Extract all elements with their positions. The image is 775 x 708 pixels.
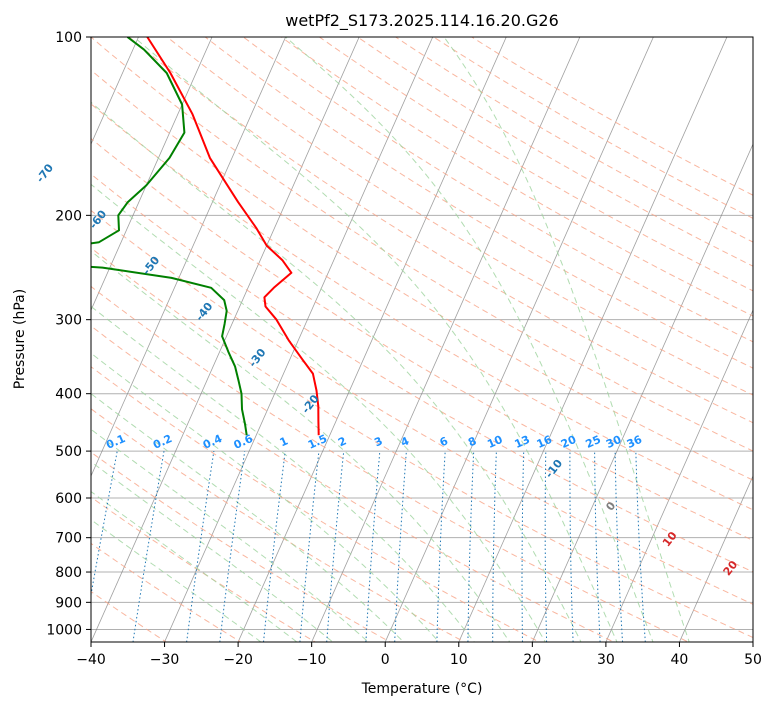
mixing-ratio-line bbox=[635, 451, 646, 642]
dry-adiabat bbox=[91, 451, 392, 642]
x-tick-label: 10 bbox=[450, 652, 468, 668]
y-tick-label: 300 bbox=[55, 313, 82, 329]
mixing-ratio-line bbox=[262, 451, 286, 642]
y-tick-label: 800 bbox=[55, 565, 82, 581]
isotherm-gridline bbox=[91, 37, 213, 312]
dry-adiabat bbox=[91, 209, 753, 605]
isotherm-gridline bbox=[237, 37, 507, 642]
isotherm-gridline bbox=[311, 37, 581, 642]
x-tick-label: 30 bbox=[597, 652, 615, 668]
moist-adiabat bbox=[91, 428, 369, 642]
mixing-ratio-label: 13 bbox=[513, 433, 532, 451]
mixing-ratio-line bbox=[132, 451, 165, 642]
mixing-ratio-line bbox=[436, 451, 446, 642]
mixing-ratio-line bbox=[186, 451, 215, 642]
mixing-ratio-label: 16 bbox=[535, 433, 555, 451]
mixing-ratio-line bbox=[394, 451, 407, 642]
moist-adiabat bbox=[91, 250, 511, 642]
y-tick-label: 200 bbox=[55, 208, 82, 224]
temperature-profile-line bbox=[146, 37, 320, 436]
x-axis-ticks: −40 −30 −20 −10 0 10 20 30 40 50 bbox=[76, 642, 762, 668]
y-tick-label: 600 bbox=[55, 491, 82, 507]
grid-layer bbox=[91, 37, 753, 642]
dry-adiabat bbox=[91, 542, 242, 642]
mixing-ratio-line bbox=[569, 451, 574, 642]
moist-adiabat bbox=[91, 101, 582, 642]
dry-adiabat bbox=[91, 37, 753, 452]
y-tick-label: 400 bbox=[55, 387, 82, 403]
dewpoint-profile-line bbox=[91, 37, 248, 436]
isotherm-gridline bbox=[384, 37, 654, 642]
isotherm-gridline bbox=[164, 37, 434, 642]
x-tick-label: −10 bbox=[297, 652, 327, 668]
moist-adiabat bbox=[91, 519, 262, 642]
mixing-ratio-line bbox=[492, 451, 497, 642]
mixing-ratio-label: 36 bbox=[625, 433, 645, 451]
y-tick-label: 700 bbox=[55, 531, 82, 547]
moist-adiabat bbox=[133, 37, 618, 642]
x-tick-label: 50 bbox=[744, 652, 762, 668]
mixing-ratio-label: 30 bbox=[604, 433, 624, 451]
x-tick-label: −40 bbox=[76, 652, 106, 668]
moist-adiabat bbox=[443, 37, 690, 642]
isotherm-gridline bbox=[91, 37, 360, 642]
dry-adiabat bbox=[91, 408, 466, 642]
mixing-ratio-line bbox=[299, 451, 320, 642]
x-tick-label: −20 bbox=[223, 652, 253, 668]
dry-adiabat bbox=[280, 37, 753, 317]
isotherm-gridline bbox=[458, 37, 728, 642]
moist-adiabat bbox=[91, 305, 475, 642]
dry-adiabat bbox=[91, 325, 615, 642]
moist-adiabat bbox=[285, 37, 654, 642]
isotherm-gridline bbox=[531, 143, 753, 642]
mixing-ratio-line bbox=[467, 451, 475, 642]
dry-adiabat bbox=[91, 285, 690, 642]
moist-adiabat bbox=[91, 490, 298, 642]
mixing-ratio-line bbox=[544, 451, 548, 642]
y-tick-label: 100 bbox=[55, 30, 82, 46]
x-tick-label: −30 bbox=[150, 652, 180, 668]
y-axis-ticks: 100 200 300 400 500 600 700 800 900 1000 bbox=[46, 30, 91, 638]
isotherm-gridline bbox=[605, 309, 753, 642]
mixing-ratio-label: 25 bbox=[584, 433, 603, 451]
dry-adiabat bbox=[204, 37, 753, 369]
x-tick-label: 0 bbox=[381, 652, 390, 668]
dry-adiabat bbox=[91, 173, 753, 573]
chart-title: wetPf2_S173.2025.114.16.20.G26 bbox=[285, 11, 559, 31]
y-tick-label: 1000 bbox=[46, 622, 82, 638]
mixing-ratio-line bbox=[326, 451, 345, 642]
isotherm-gridline bbox=[91, 37, 139, 146]
x-axis-label: Temperature (°C) bbox=[361, 681, 483, 697]
mixing-ratio-line bbox=[521, 451, 525, 642]
isotherm-gridline bbox=[679, 475, 753, 642]
dry-adiabat bbox=[91, 496, 317, 642]
mixing-ratio-line bbox=[594, 451, 601, 642]
moist-adiabat bbox=[91, 183, 546, 642]
dry-adiabat bbox=[91, 137, 753, 541]
y-tick-label: 500 bbox=[55, 444, 82, 460]
x-tick-label: 40 bbox=[671, 652, 689, 668]
dry-adiabat bbox=[318, 37, 753, 292]
mixing-ratio-line bbox=[614, 451, 624, 642]
dry-adiabat bbox=[166, 37, 753, 396]
mixing-ratio-label: 10 bbox=[485, 433, 505, 451]
isotherm-gridline bbox=[91, 37, 287, 478]
moist-adiabat bbox=[91, 393, 405, 642]
dry-adiabat bbox=[91, 69, 753, 481]
y-axis-label: Pressure (hPa) bbox=[12, 289, 28, 389]
mixing-ratio-line bbox=[219, 451, 246, 642]
mixing-ratio-label: 20 bbox=[559, 433, 579, 451]
plot-frame bbox=[90, 36, 754, 643]
mixing-ratio-line bbox=[365, 451, 381, 642]
y-tick-label: 900 bbox=[55, 595, 82, 611]
x-tick-label: 20 bbox=[523, 652, 541, 668]
series-layer bbox=[91, 37, 320, 436]
